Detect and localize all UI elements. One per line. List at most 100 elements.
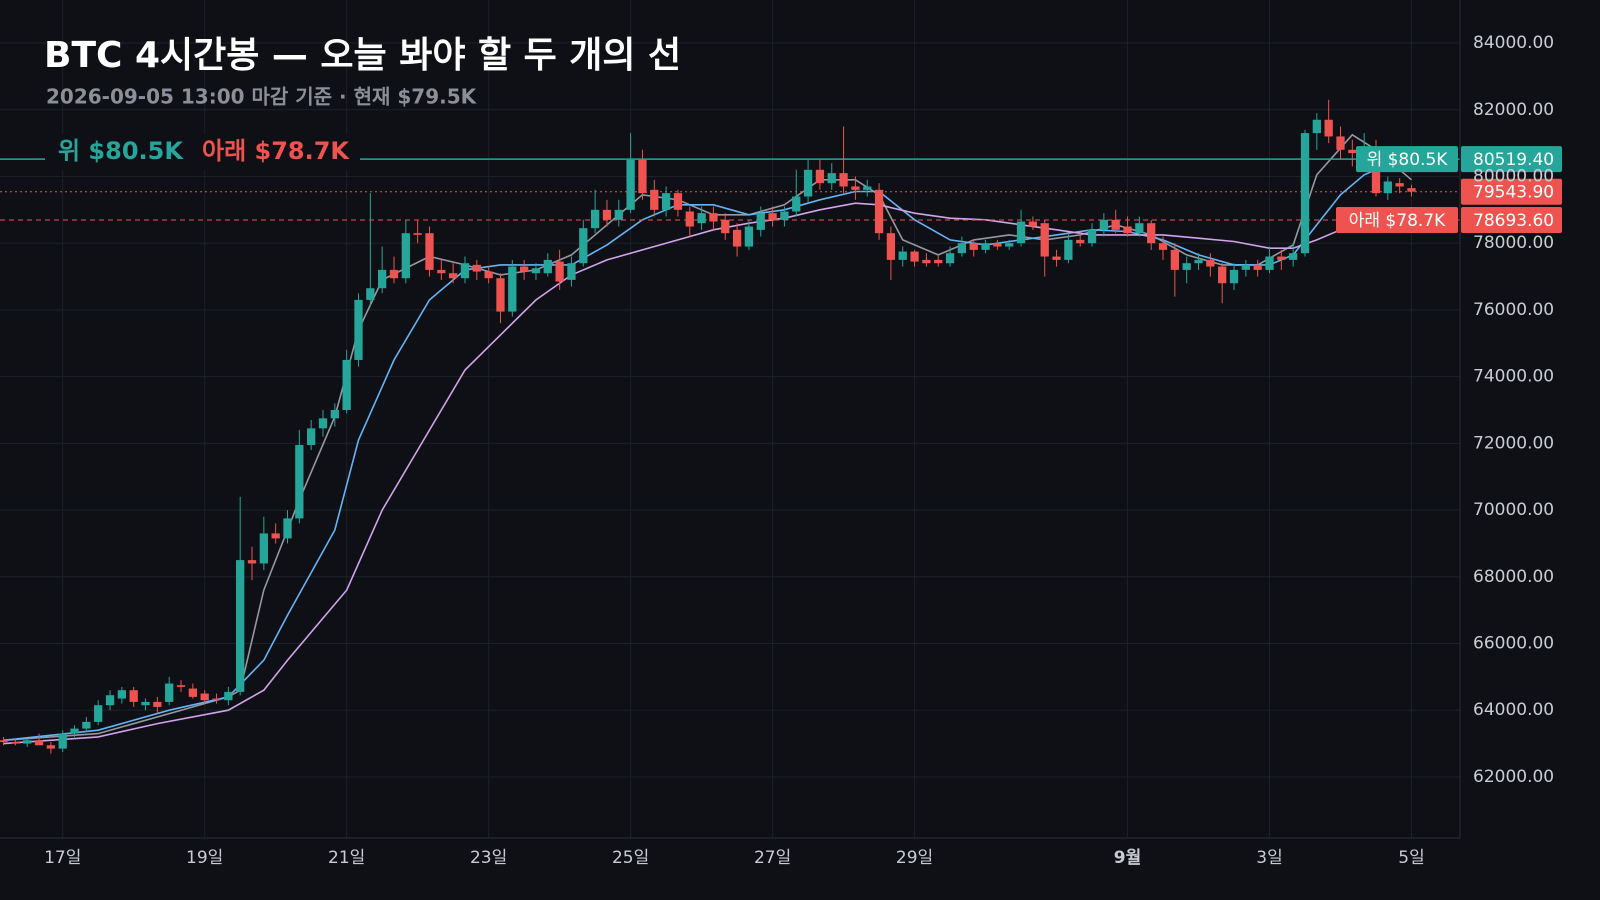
candle-body (590, 209, 600, 229)
candle-body (236, 560, 245, 692)
candle-body (1064, 239, 1073, 260)
candle-body (70, 728, 79, 734)
candle-body (650, 189, 659, 210)
candle-body (46, 745, 56, 749)
candle-body (922, 259, 931, 264)
candle-body (815, 169, 825, 184)
candle-body (1170, 249, 1180, 270)
candle-body (141, 701, 150, 706)
candle-body (1241, 264, 1250, 270)
x-tick-label: 9월 (1114, 848, 1141, 868)
level-name-tag-text: 아래 $78.7K (1349, 211, 1446, 231)
candle-body (366, 288, 375, 300)
candle-body (283, 518, 292, 539)
candle-body (1182, 263, 1191, 270)
candle-body (295, 445, 304, 519)
candle-body (401, 233, 410, 279)
candle-body (993, 243, 1002, 247)
level-name-tag (1336, 207, 1458, 234)
candle-body (437, 269, 446, 274)
price-tag (1461, 207, 1562, 234)
price-tag-text: 78693.60 (1473, 211, 1554, 231)
x-tick-label: 27일 (754, 848, 791, 868)
y-tick-label: 84000.00 (1473, 33, 1554, 53)
candle-body (1135, 223, 1144, 234)
candle-body (1289, 253, 1298, 260)
candle-body (1383, 181, 1392, 194)
x-tick-label: 19일 (186, 848, 223, 868)
candle-body (886, 233, 896, 260)
level-name-tag-text: 위 $80.5K (1367, 150, 1449, 170)
candle-body (449, 273, 458, 279)
candle-body (898, 251, 907, 260)
candle-body (756, 213, 765, 230)
candle-body (957, 243, 967, 254)
candle-body (1158, 243, 1168, 250)
candle-body (117, 690, 127, 699)
y-tick-label: 66000.00 (1473, 634, 1554, 654)
candle-body (1277, 256, 1286, 260)
y-tick-label: 80000.00 (1473, 166, 1554, 186)
candle-body (1040, 223, 1049, 257)
candle-body (519, 266, 529, 272)
candle-body (697, 213, 706, 224)
candle-body (1123, 226, 1132, 234)
level-name-tag (1356, 146, 1458, 173)
chart-title: BTC 4시간봉 — 오늘 봐야 할 두 개의 선 (44, 35, 681, 76)
candle-body (579, 228, 588, 264)
candle-body (863, 186, 872, 190)
candle-body (259, 533, 268, 564)
candle-body (200, 693, 209, 701)
candle-body (1348, 149, 1357, 154)
candle-body (1300, 133, 1310, 254)
candle-body (780, 211, 789, 220)
x-tick-label: 21일 (328, 848, 365, 868)
candle-body (425, 233, 434, 270)
candle-body (638, 159, 647, 194)
price-tag (1461, 178, 1562, 205)
candle-body (839, 173, 848, 187)
y-tick-label: 62000.00 (1473, 767, 1554, 787)
legend-box (45, 134, 360, 170)
x-tick-label: 29일 (896, 848, 933, 868)
candle-body (792, 196, 801, 212)
candle-body (11, 741, 20, 744)
candle-body (1052, 256, 1061, 260)
candle-body (1265, 256, 1274, 270)
x-tick-label: 5일 (1398, 848, 1424, 868)
x-tick-label: 17일 (44, 848, 81, 868)
candle-body (1111, 219, 1120, 230)
candle-body (342, 359, 351, 410)
y-tick-label: 68000.00 (1473, 567, 1554, 587)
candle-body (803, 169, 813, 197)
candle-body (709, 213, 718, 222)
candle-body (851, 186, 860, 190)
candle-body (129, 690, 138, 702)
y-tick-label: 78000.00 (1473, 233, 1554, 253)
candle-body (23, 740, 32, 744)
candle-body (768, 213, 777, 220)
y-tick-label: 70000.00 (1473, 500, 1554, 520)
candle-body (1005, 243, 1014, 247)
chart-subtitle: 2026-09-05 13:00 마감 기준 · 현재 $79.5K (46, 85, 478, 109)
candle-body (567, 263, 576, 280)
candle-body (496, 278, 505, 312)
candle-body (378, 269, 387, 289)
candle-body (484, 271, 493, 279)
candle-body (555, 261, 564, 282)
candle-body (389, 269, 399, 279)
candle-body (176, 685, 186, 687)
candle-body (188, 688, 197, 697)
x-tick-label: 3일 (1256, 848, 1282, 868)
candle-body (1099, 219, 1109, 230)
candle-body (744, 226, 754, 247)
y-tick-label: 82000.00 (1473, 100, 1554, 120)
legend-label: 위 $80.5K (58, 137, 184, 165)
candle-body (1324, 119, 1333, 137)
candle-body (1016, 221, 1026, 244)
legend-label: 아래 $78.7K (202, 137, 350, 165)
candle-body (460, 263, 470, 279)
candle-body (212, 698, 221, 701)
candle-body (247, 560, 257, 564)
